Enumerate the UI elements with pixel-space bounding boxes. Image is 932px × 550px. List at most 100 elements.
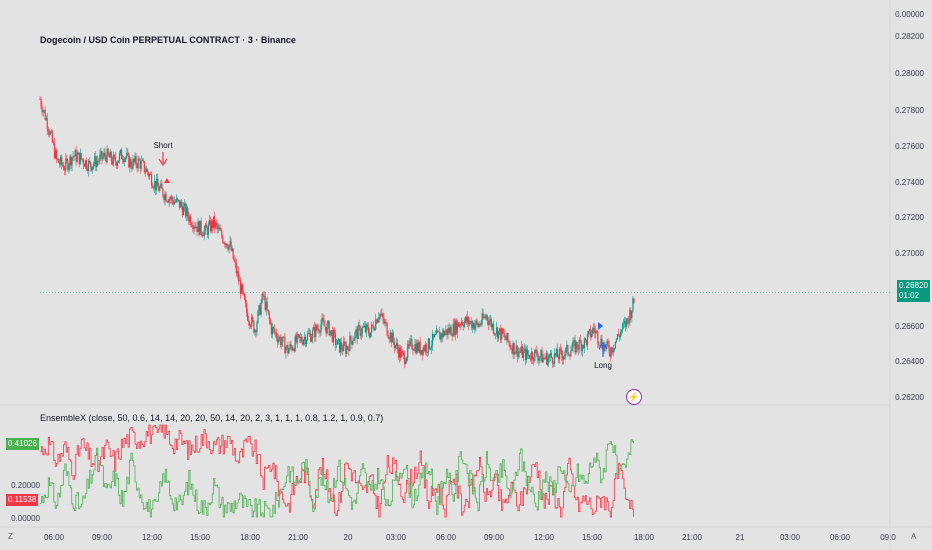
candle-body <box>320 324 322 333</box>
timezone-corner[interactable]: Z <box>8 532 13 541</box>
candle-body <box>407 343 409 358</box>
candle-body <box>586 334 589 346</box>
candle-body <box>516 345 518 358</box>
candle-body <box>268 312 270 320</box>
candle-body <box>197 221 199 232</box>
candle-body <box>189 216 191 222</box>
candle-body <box>156 178 158 191</box>
candle-body <box>618 335 621 337</box>
candle-body <box>608 345 610 353</box>
candle-body <box>220 230 222 232</box>
candle-body <box>484 316 486 318</box>
candle-body <box>458 324 460 327</box>
candle-body <box>244 299 247 304</box>
candle-body <box>499 328 501 331</box>
indicator-title[interactable]: EnsembleX (close, 50, 0.6, 14, 14, 20, 2… <box>40 413 384 423</box>
time-tick-label: 20 <box>344 533 353 542</box>
candle-body <box>138 158 140 161</box>
candle-body <box>157 178 159 187</box>
candle-body <box>346 346 348 354</box>
price-tick-label: 0.26200 <box>895 393 924 402</box>
candle-body <box>212 216 215 228</box>
candle-body <box>249 321 251 326</box>
candle-body <box>160 183 162 188</box>
indicator-red-badge: 0.11538 <box>6 494 39 506</box>
candle-body <box>617 334 620 336</box>
candle-body <box>537 355 539 361</box>
candle-body <box>293 348 295 352</box>
candle-body <box>92 166 94 171</box>
candle-body <box>39 99 41 101</box>
candle-body <box>337 339 340 341</box>
candle-body <box>429 348 432 350</box>
candle-body <box>533 359 535 361</box>
candle-body <box>326 323 328 334</box>
candle-body <box>572 341 574 349</box>
candle-body <box>401 351 404 353</box>
candle-body <box>243 293 246 300</box>
lightning-alert-icon[interactable]: ⚡ <box>626 389 642 405</box>
candle-body <box>359 326 361 336</box>
candle-body <box>567 345 569 355</box>
candle-body <box>151 185 154 188</box>
candle-body <box>40 99 42 107</box>
candle-body <box>486 315 488 321</box>
candle-body <box>80 153 82 159</box>
candle-body <box>363 325 365 327</box>
candle-body <box>494 333 497 335</box>
candle-body <box>225 243 227 246</box>
candle-body <box>449 327 451 333</box>
candle-body <box>173 201 175 205</box>
candle-body <box>164 193 166 201</box>
candle-body <box>202 235 204 237</box>
auto-scale-toggle[interactable]: A <box>911 532 917 541</box>
time-tick-label: 21:00 <box>288 533 309 542</box>
candle-body <box>239 280 241 294</box>
candle-body <box>420 349 422 354</box>
candle-body <box>530 358 532 360</box>
candle-body <box>457 322 459 327</box>
candle-body <box>193 226 195 229</box>
candle-body <box>450 327 452 336</box>
candle-body <box>330 330 332 331</box>
candle-body <box>264 296 266 311</box>
candle-body <box>128 153 130 168</box>
candle-body <box>469 322 471 325</box>
candle-body <box>629 310 631 324</box>
candle-body <box>545 353 547 360</box>
candle-body <box>133 158 135 162</box>
candle-body <box>389 332 391 339</box>
candle-body <box>318 328 320 332</box>
candle-body <box>177 199 180 201</box>
candle-body <box>47 129 49 132</box>
candle-body <box>169 198 171 200</box>
candle-body <box>77 152 79 155</box>
candle-body <box>438 331 440 333</box>
candle-body <box>574 340 576 353</box>
candle-body <box>83 164 86 167</box>
candle-body <box>344 341 346 345</box>
candle-body <box>184 203 186 207</box>
candle-body <box>280 336 282 346</box>
candle-body <box>98 160 100 162</box>
candle-body <box>213 216 216 228</box>
candle-body <box>404 355 406 364</box>
time-tick-label: 12:00 <box>534 533 555 542</box>
candle-body <box>112 155 114 165</box>
candle-body <box>141 160 143 162</box>
candle-body <box>276 338 279 343</box>
candle-body <box>175 198 177 202</box>
candle-body <box>489 319 491 322</box>
candle-body <box>409 341 411 346</box>
candle-body <box>148 174 151 177</box>
candle-body <box>425 344 427 353</box>
candle-body <box>396 342 399 350</box>
price-tick-label: 0.26600 <box>895 322 924 331</box>
candle-body <box>289 344 291 350</box>
candle-body <box>229 241 231 245</box>
candle-body <box>269 319 271 324</box>
candle-body <box>224 242 226 246</box>
candle-body <box>106 148 108 163</box>
candle-body <box>322 318 324 321</box>
